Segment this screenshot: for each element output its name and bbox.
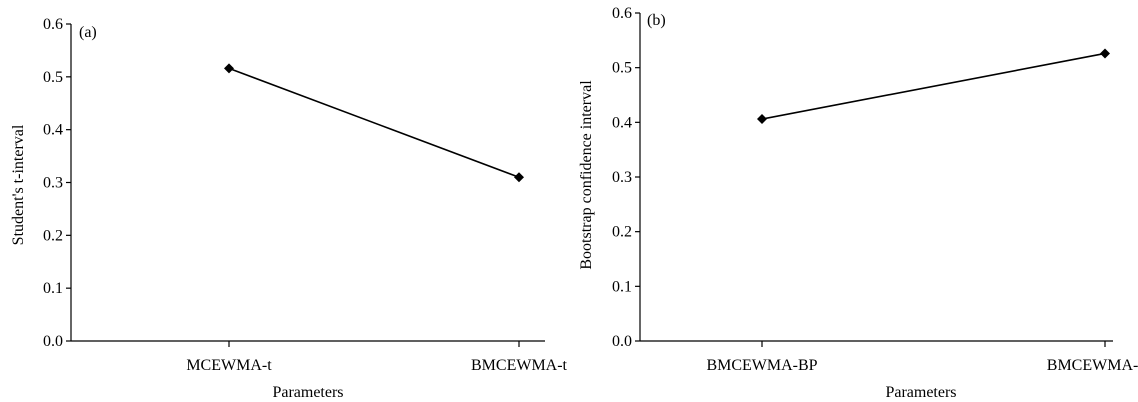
axes-b (639, 13, 1113, 342)
x-tick-label-a-1: BMCEWMA-t (471, 357, 568, 374)
y-axis-title-b: Bootstrap confidence interval (578, 80, 595, 270)
marks-b (757, 48, 1110, 125)
y-tick-label-b-6: 0.6 (612, 5, 632, 22)
y-tick-label-b-2: 0.2 (612, 224, 632, 241)
y-tick-label-a-6: 0.6 (43, 16, 63, 33)
y-tick-label-b-5: 0.5 (612, 60, 632, 77)
marks-a (224, 63, 524, 183)
y-tick-label-b-4: 0.4 (612, 114, 632, 131)
x-tick-label-a-0: MCEWMA-t (186, 357, 272, 374)
data-point-a-1 (514, 172, 524, 183)
y-tick-label-a-1: 0.1 (43, 280, 63, 297)
axes-a (70, 24, 545, 342)
ticks-a: 0.0 0.1 0.2 0.3 0.4 0.5 0.6 MCEWMA-t BMCEWMA-t (43, 16, 568, 374)
data-point-b-0 (757, 114, 767, 125)
data-point-b-1 (1100, 48, 1110, 59)
y-tick-label-a-2: 0.2 (43, 227, 63, 244)
series-line-a (228, 67, 520, 178)
y-axis-title-a: Student's t-interval (10, 124, 27, 245)
ticks-b: 0.0 0.1 0.2 0.3 0.4 0.5 0.6 BMCEWMA-BP BMCEWMA-B… (612, 5, 1138, 374)
panel-label-a: (a) (79, 24, 97, 41)
panel-label-b: (b) (647, 12, 666, 29)
x-axis-title-b: Parameters (885, 384, 956, 401)
y-tick-label-b-0: 0.0 (612, 333, 632, 350)
data-point-a-0 (224, 63, 234, 74)
y-tick-label-a-5: 0.5 (43, 69, 63, 86)
x-axis-title-a: Parameters (272, 384, 343, 401)
chart-panel-b: (b) Bootstrap confidence interval Parame… (578, 5, 1138, 401)
series-line-b (761, 52, 1106, 120)
x-tick-label-b-1: BMCEWMA-Bca (1047, 357, 1138, 374)
y-tick-label-b-3: 0.3 (612, 169, 632, 186)
y-tick-label-a-0: 0.0 (43, 333, 63, 350)
x-tick-label-b-0: BMCEWMA-BP (706, 357, 817, 374)
y-tick-label-a-4: 0.4 (43, 122, 63, 139)
y-tick-label-a-3: 0.3 (43, 175, 63, 192)
y-tick-label-b-1: 0.1 (612, 278, 632, 295)
chart-panel-a: (a) Student's t-interval Parameters 0.00… (10, 16, 568, 401)
